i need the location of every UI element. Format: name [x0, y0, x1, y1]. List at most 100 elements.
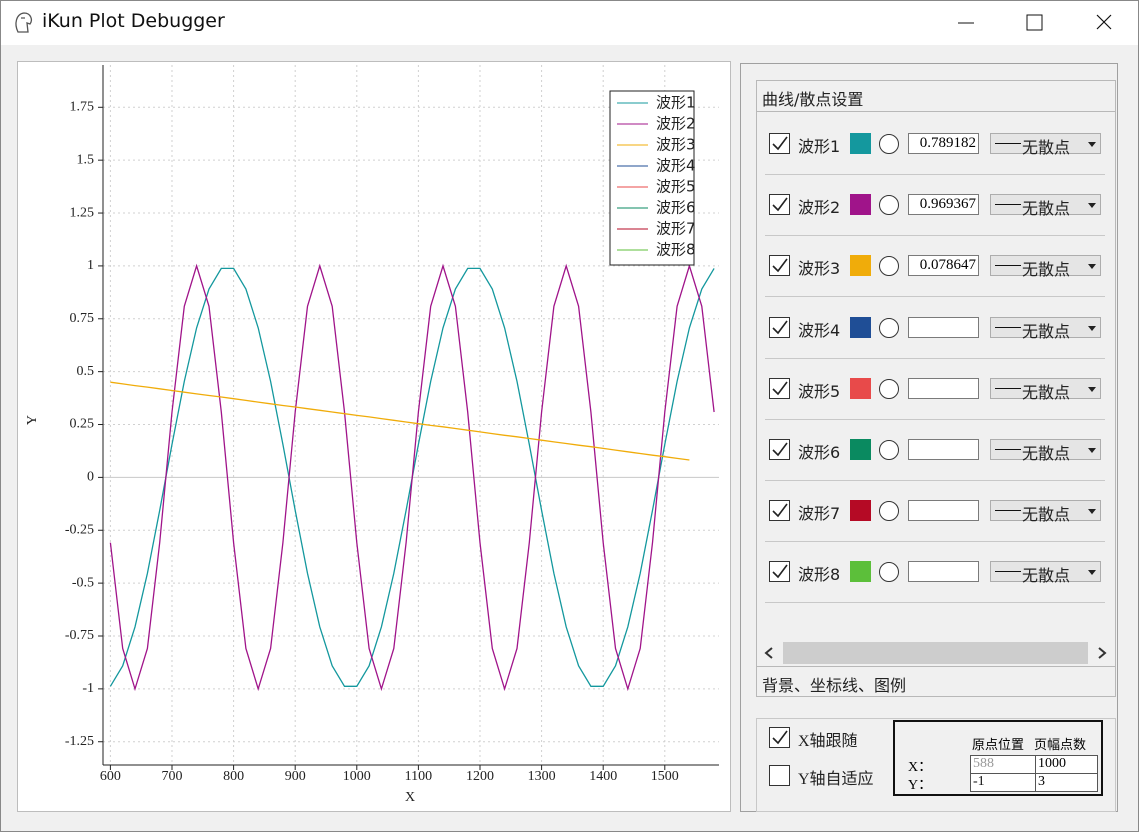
row-separator — [765, 235, 1105, 237]
radio[interactable] — [879, 317, 899, 338]
y-tick-label: 1 — [87, 258, 94, 273]
curve-name: 波形2 — [798, 198, 841, 218]
scatter-dropdown[interactable]: 无散点 — [990, 255, 1101, 279]
curve-group-header[interactable] — [756, 80, 1116, 112]
series-line — [109, 263, 715, 692]
page-cell[interactable]: 3 — [1035, 773, 1098, 792]
radio[interactable] — [879, 134, 899, 154]
color-swatch[interactable] — [850, 500, 871, 522]
scatter-dropdown[interactable]: 无散点 — [990, 316, 1101, 341]
checkbox[interactable] — [769, 316, 790, 338]
value-input[interactable] — [908, 561, 979, 583]
scatter-dropdown[interactable]: 无散点 — [990, 439, 1101, 463]
color-swatch[interactable] — [850, 194, 871, 216]
title-bar: iKun Plot Debugger — [1, 1, 1138, 45]
x-tick-label: 900 — [285, 769, 306, 784]
y-tick-label: 1.5 — [77, 152, 95, 167]
origin-cell[interactable]: 588 — [970, 755, 1036, 774]
value-text: 0.789182 — [919, 135, 976, 151]
value-input[interactable]: 0.078647 — [908, 255, 979, 277]
row-separator — [765, 418, 1105, 420]
scatter-dropdown[interactable]: 无散点 — [990, 377, 1101, 402]
color-swatch[interactable] — [850, 561, 871, 583]
color-swatch[interactable] — [850, 439, 871, 460]
curve-group-title: 曲线/散点设置 — [762, 90, 864, 109]
color-swatch[interactable] — [850, 377, 871, 399]
y-tick-label: 1.25 — [70, 205, 95, 220]
row-separator — [765, 480, 1105, 481]
y-tick-label: 1.75 — [70, 100, 95, 115]
x-tick-label: 600 — [100, 769, 121, 784]
checkbox[interactable] — [769, 765, 790, 786]
origin-cell[interactable]: -1 — [970, 773, 1036, 792]
x-tick-label: 1000 — [343, 769, 371, 784]
value-input[interactable] — [908, 316, 979, 338]
dropdown-arrow — [1088, 570, 1096, 576]
chart: X Y -1.25 -1 -0.75 -0.5 -0.25 0 0.25 0.5 0.75 1 1.… — [25, 65, 719, 805]
checkbox[interactable] — [769, 255, 790, 277]
scroll-arrows[interactable] — [757, 641, 1115, 665]
checkbox[interactable] — [769, 439, 790, 460]
x-tick-label: 1400 — [589, 769, 617, 784]
dropdown-text: 无散点 — [1022, 566, 1071, 586]
dropdown-line — [995, 449, 1021, 450]
check-mark — [772, 258, 788, 273]
checkbox[interactable] — [769, 500, 790, 522]
color-swatch[interactable] — [850, 133, 871, 154]
checkbox[interactable] — [769, 561, 790, 583]
scatter-dropdown[interactable]: 无散点 — [990, 194, 1101, 218]
dropdown-arrow — [1088, 509, 1096, 515]
scatter-dropdown[interactable]: 无散点 — [990, 561, 1101, 585]
legend-label: 波形3 — [656, 136, 696, 154]
x-tick-label: 700 — [161, 769, 182, 784]
checkbox[interactable] — [769, 194, 790, 216]
value-text: 0.078647 — [919, 257, 976, 274]
radio[interactable] — [879, 501, 899, 522]
radio[interactable] — [879, 378, 899, 399]
y-tick-label: -0.25 — [65, 522, 94, 537]
y-tick-label: -1.25 — [65, 734, 94, 749]
value-text: 0.969367 — [919, 196, 976, 213]
tab-header[interactable] — [756, 666, 1116, 697]
scatter-dropdown[interactable]: 无散点 — [990, 500, 1101, 524]
check-mark — [772, 320, 788, 334]
y-tick-label: -0.75 — [65, 628, 94, 643]
dropdown-line — [995, 387, 1021, 389]
checkbox[interactable] — [769, 133, 790, 154]
radio[interactable] — [879, 195, 899, 216]
x-tick-label: 1300 — [528, 769, 556, 784]
checkbox[interactable] — [769, 727, 790, 748]
legend-label: 波形8 — [656, 241, 696, 259]
scatter-dropdown[interactable]: 无散点 — [990, 133, 1101, 157]
legend-label: 波形5 — [656, 178, 696, 196]
page-cell[interactable]: 1000 — [1035, 755, 1098, 774]
dropdown-line — [995, 510, 1021, 512]
h-scrollbar[interactable] — [757, 641, 1115, 665]
value-input[interactable] — [908, 439, 979, 460]
x-axis-title: X — [405, 790, 415, 805]
radio[interactable] — [879, 562, 899, 583]
value-input[interactable]: 0.789182 — [908, 133, 979, 154]
series-line — [110, 381, 690, 461]
value-input[interactable] — [908, 500, 979, 522]
check-mark — [772, 503, 788, 518]
value-input[interactable] — [908, 377, 979, 399]
check-mark — [772, 381, 788, 396]
axis-check-label: X轴跟随 — [798, 733, 858, 750]
dropdown-text: 无散点 — [1022, 382, 1071, 402]
radio[interactable] — [879, 440, 899, 460]
value-input[interactable]: 0.969367 — [908, 194, 979, 216]
dropdown-arrow — [1088, 264, 1096, 270]
check-mark — [772, 136, 788, 151]
color-swatch[interactable] — [850, 255, 871, 277]
table-header: 原点位置 — [972, 737, 1025, 752]
window-controls[interactable] — [941, 1, 1137, 45]
color-swatch[interactable] — [850, 316, 871, 338]
check-mark — [772, 442, 788, 457]
row-separator — [765, 174, 1105, 175]
checkbox[interactable] — [769, 377, 790, 399]
radio[interactable] — [879, 256, 899, 277]
dropdown-line — [995, 265, 1021, 267]
check-mark — [772, 197, 788, 212]
axis-group — [756, 718, 1116, 812]
